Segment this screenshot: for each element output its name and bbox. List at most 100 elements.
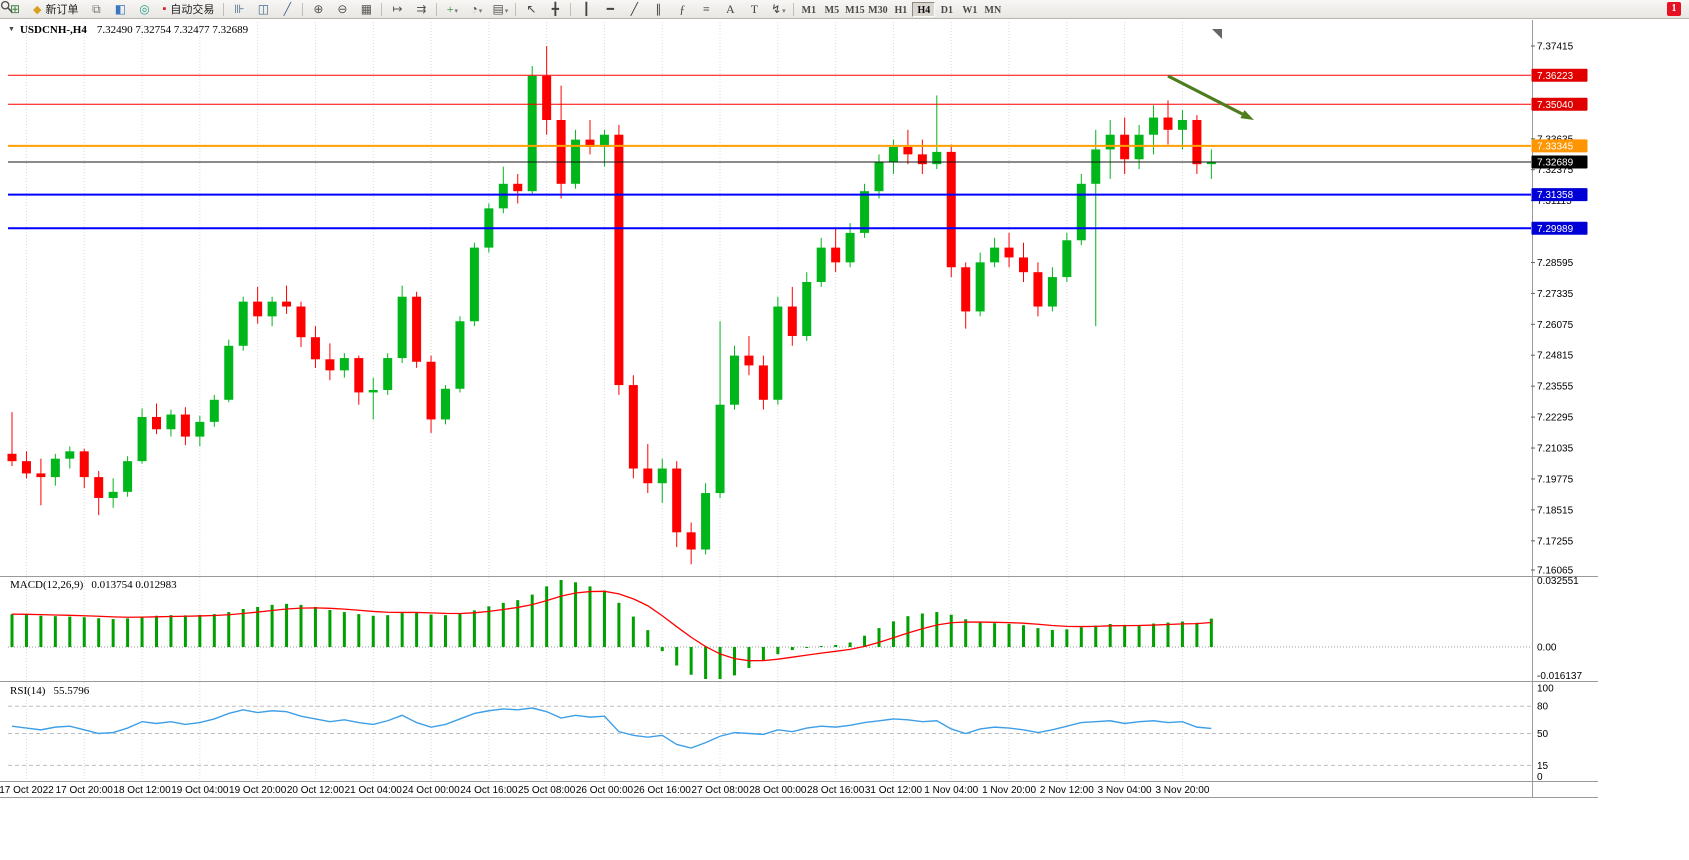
- chart-collapse-icon[interactable]: ▼: [8, 25, 15, 33]
- macd-axis-label: -0.016137: [1537, 671, 1582, 682]
- price-tick-label: 7.17255: [1537, 536, 1574, 547]
- macd-bar: [733, 647, 736, 676]
- new-order-button-icon: ◆: [33, 3, 42, 16]
- macd-bar: [891, 621, 895, 647]
- arrows-icon[interactable]: ↯▾: [771, 1, 786, 16]
- text-icon[interactable]: A: [726, 1, 735, 16]
- time-axis-label: 3 Nov 20:00: [1155, 785, 1209, 796]
- vertical-line-icon[interactable]: ┃: [582, 1, 590, 16]
- chart-symbol-period: USDCNH-,H4: [19, 24, 87, 36]
- candle-body: [802, 281, 812, 336]
- data-window-icon[interactable]: ◎: [139, 1, 150, 16]
- candlestick-chart-icon[interactable]: ◫: [257, 1, 270, 16]
- new-order-button[interactable]: ◆ 新订单: [27, 1, 84, 18]
- candle-body: [628, 385, 638, 469]
- candle-body: [527, 75, 537, 192]
- candle-body: [773, 306, 783, 400]
- timeframe-h4[interactable]: H4: [912, 1, 936, 17]
- timeframe-m5[interactable]: M5: [824, 4, 840, 16]
- rsi-value: 55.5796: [53, 685, 90, 697]
- fibonacci-icon[interactable]: ƒ: [679, 1, 686, 16]
- rsi-axis-label: 0: [1537, 772, 1543, 783]
- zoom-in-icon[interactable]: ⊕: [313, 1, 324, 16]
- candle-body: [21, 461, 31, 474]
- macd-bar: [588, 586, 592, 647]
- text-label-icon[interactable]: T: [750, 1, 759, 16]
- bar-chart-icon[interactable]: ⊪: [234, 1, 245, 16]
- timeframe-w1[interactable]: W1: [962, 4, 978, 16]
- macd-values: 0.013754 0.012983: [91, 579, 177, 591]
- time-axis-label: 27 Oct 08:00: [691, 785, 749, 796]
- auto-scroll-icon[interactable]: ↦: [392, 1, 403, 16]
- candle-body: [513, 183, 523, 192]
- timeframe-h1[interactable]: H1: [894, 4, 908, 16]
- price-badge-label: 7.32689: [1537, 157, 1574, 168]
- candle-body: [946, 151, 956, 268]
- search-icon[interactable]: [0, 0, 1660, 18]
- new-chart-icon[interactable]: ⊞: [9, 1, 21, 16]
- timeframe-m1[interactable]: M1: [801, 4, 817, 16]
- macd-bar: [935, 612, 939, 647]
- macd-bar: [689, 647, 693, 675]
- candle-body: [325, 359, 335, 371]
- market-watch-icon[interactable]: ◧: [114, 1, 127, 16]
- chart-shift-marker[interactable]: [1212, 29, 1222, 39]
- profiles-icon[interactable]: ⧉: [92, 1, 101, 16]
- macd-bar: [1195, 622, 1199, 647]
- price-tick-label: 7.16065: [1537, 566, 1574, 577]
- candle-body: [354, 358, 364, 393]
- macd-bar: [415, 612, 419, 647]
- time-axis-label: 21 Oct 04:00: [345, 785, 403, 796]
- timeframe-m15[interactable]: M15: [845, 4, 865, 16]
- autotrading-button[interactable]: ▪ 自动交易: [156, 1, 220, 18]
- horizontal-line-icon[interactable]: ━: [606, 1, 614, 16]
- macd-bar: [68, 616, 72, 647]
- candle-body: [65, 451, 75, 459]
- candle-body: [888, 146, 898, 162]
- macd-bar: [790, 647, 794, 651]
- timeframe-d1[interactable]: D1: [940, 4, 953, 16]
- macd-axis-label: 0.032551: [1537, 576, 1579, 587]
- macd-bar: [704, 647, 708, 679]
- current-price-line-badge: [1531, 155, 1588, 169]
- shapes-icon[interactable]: ≡: [702, 1, 710, 16]
- periods-icon[interactable]: ◔▾: [470, 1, 483, 16]
- trendline-icon[interactable]: ╱: [630, 1, 638, 16]
- channel-icon[interactable]: ∥: [655, 1, 662, 16]
- trend-arrow[interactable]: [1167, 74, 1244, 116]
- candle-body: [1163, 117, 1173, 130]
- toolbar-separator: [793, 2, 795, 16]
- candle-body: [1177, 119, 1187, 130]
- timeframe-m30[interactable]: M30: [868, 4, 888, 16]
- time-axis-label: 17 Oct 20:00: [56, 785, 114, 796]
- candle-body: [152, 416, 161, 430]
- chart-ohlc-values: 7.32490 7.32754 7.32477 7.32689: [96, 24, 249, 36]
- candle-body: [917, 154, 927, 165]
- candle-body: [1033, 272, 1043, 307]
- macd-bar: [848, 642, 852, 647]
- macd-bar: [1050, 629, 1054, 647]
- macd-bar: [646, 630, 650, 647]
- pivot-line-badge: [1531, 139, 1588, 153]
- dropdown-caret-icon: ▾: [454, 6, 459, 15]
- zoom-out-icon[interactable]: ⊖: [337, 1, 348, 16]
- chart-shift-icon[interactable]: ⇉: [416, 1, 427, 16]
- line-chart-icon[interactable]: ╱: [283, 1, 291, 16]
- macd-bar: [241, 608, 245, 647]
- templates-icon[interactable]: ▤▾: [492, 1, 509, 16]
- candle-body: [79, 451, 89, 478]
- tile-windows-icon[interactable]: ▦: [360, 1, 373, 16]
- cursor-icon[interactable]: ↖: [526, 1, 537, 16]
- macd-bar: [487, 606, 491, 647]
- macd-bar: [1094, 625, 1098, 647]
- timeframe-mn[interactable]: MN: [984, 4, 1002, 16]
- macd-bar: [530, 594, 534, 647]
- macd-label: MACD(12,26,9): [10, 579, 84, 591]
- candle-body: [1004, 247, 1014, 258]
- macd-bar: [834, 644, 838, 647]
- crosshair-icon[interactable]: ╋: [551, 1, 559, 16]
- indicators-icon[interactable]: +▾: [446, 1, 459, 16]
- notification-badge[interactable]: 1: [1667, 2, 1681, 16]
- macd-bar: [357, 614, 361, 647]
